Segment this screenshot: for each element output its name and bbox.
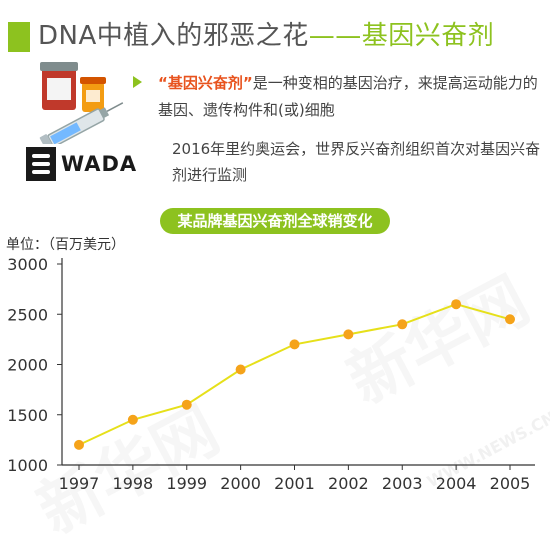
- wada-logo: WADA: [26, 147, 137, 181]
- intro-paragraph: “基因兴奋剂”是一种变相的基因治疗，来提高运动能力的基因、遗传构件和(或)细胞: [158, 70, 543, 124]
- data-point: [289, 339, 300, 350]
- y-tick-label: 1500: [7, 406, 48, 425]
- page-title: DNA中植入的邪恶之花——基因兴奋剂: [38, 18, 494, 54]
- data-point: [127, 414, 138, 425]
- data-point: [74, 439, 84, 450]
- x-tick-label: 2001: [274, 474, 315, 493]
- wada-mark-icon: [26, 147, 56, 181]
- data-point: [397, 319, 408, 330]
- x-tick-label: 1998: [113, 474, 154, 493]
- series-line: [78, 303, 511, 446]
- x-tick-label: 1999: [166, 474, 207, 493]
- x-tick-label: 1997: [59, 474, 100, 493]
- data-point: [505, 314, 515, 325]
- medicine-syringe-illustration: [39, 62, 124, 144]
- x-tick-label: 2004: [436, 474, 477, 493]
- y-tick-label: 1000: [7, 456, 48, 475]
- data-point: [343, 329, 354, 340]
- x-tick-label: 2002: [328, 474, 369, 493]
- title-main: DNA中植入的邪恶之花: [38, 21, 309, 51]
- data-point: [451, 299, 462, 310]
- wada-note: 2016年里约奥运会，世界反兴奋剂组织首次对基因兴奋剂进行监测: [172, 140, 541, 184]
- intro-text: 是一种变相的基因治疗，来提高运动能力的基因、遗传构件和(或)细胞: [158, 74, 538, 119]
- bullet-arrow-icon: [133, 76, 142, 88]
- title-dash: ——: [308, 21, 362, 51]
- data-point: [235, 364, 246, 375]
- x-tick-label: 2000: [220, 474, 261, 493]
- intro-highlight: “基因兴奋剂”: [158, 74, 253, 92]
- y-axis-unit-label: 单位：（百万美元）: [6, 237, 125, 253]
- y-tick-label: 2500: [7, 305, 48, 324]
- y-tick-label: 3000: [7, 255, 48, 274]
- x-tick-label: 2003: [382, 474, 423, 493]
- x-tick-label: 2005: [490, 474, 531, 493]
- wada-logo-text: WADA: [61, 152, 138, 176]
- header-accent-bar: [8, 22, 30, 52]
- line-chart: 1000 1500 2000 2500 3000 1997 1998 1999 2000 2001…: [7, 255, 535, 493]
- data-point: [181, 399, 192, 410]
- title-accent: 基因兴奋剂: [361, 21, 495, 51]
- chart-title: 某品牌基因兴奋剂全球销变化: [160, 208, 390, 234]
- y-tick-label: 2000: [7, 356, 48, 375]
